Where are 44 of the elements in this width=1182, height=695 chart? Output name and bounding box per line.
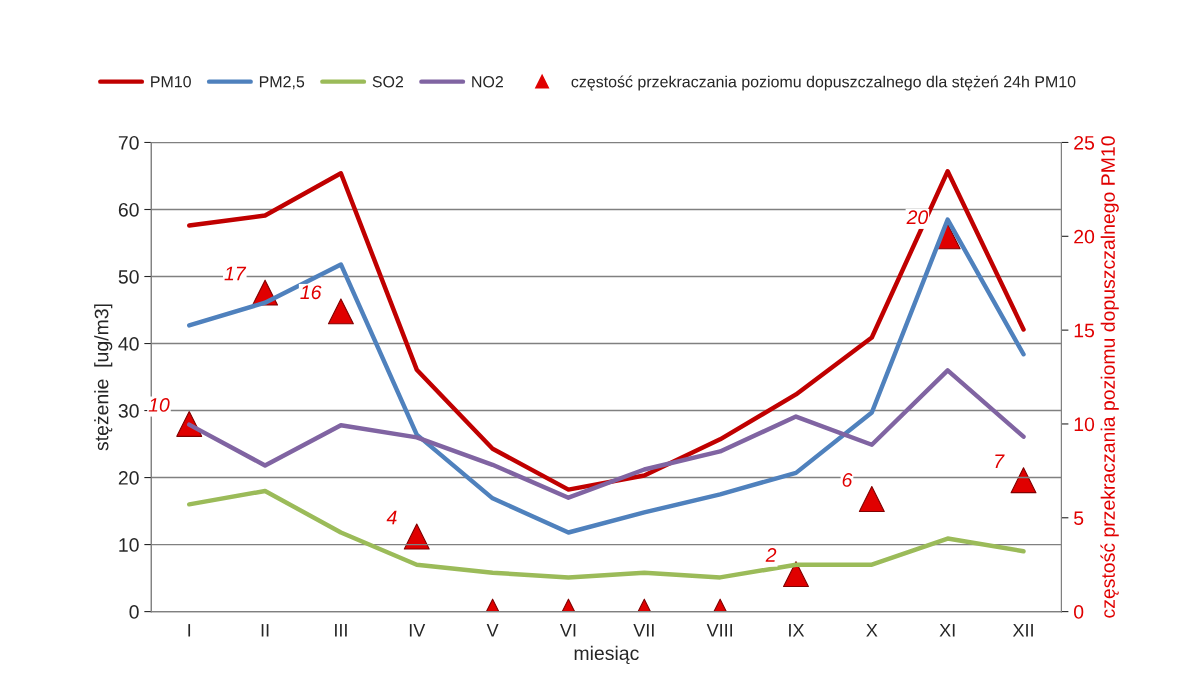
legend-label: SO2 <box>372 76 404 88</box>
x-tick-label: V <box>486 624 499 637</box>
y-tick-label: 50 <box>118 269 139 284</box>
y-axis-title: stężenie [ug/m3] <box>94 304 113 451</box>
y-tick-label: 30 <box>118 404 139 418</box>
x-tick-label: VII <box>633 624 654 637</box>
x-tick-label: IX <box>789 624 805 637</box>
data-label: 6 <box>842 473 853 487</box>
y2-tick-label: 5 <box>1074 511 1084 526</box>
line-series <box>187 169 1026 492</box>
y2-tick-label: 0 <box>1074 605 1084 619</box>
y-tick-label: 10 <box>119 538 139 552</box>
y2-tick-label: 15 <box>1074 323 1095 338</box>
y-tick-label: 70 <box>118 135 139 150</box>
y2-tick-label: 20 <box>1074 229 1095 244</box>
legend-label: częstość przekraczania poziomu dopuszczalnego dla stężeń 24h PM10 <box>571 75 1076 91</box>
y2-axis-title: częstość przekraczania poziomu dopuszczalnego PM10 <box>1100 136 1119 618</box>
data-label: 20 <box>906 210 929 225</box>
x-tick-label: II <box>261 624 269 637</box>
y2-tick-label: 25 <box>1074 135 1095 150</box>
y-tick-label: 60 <box>118 202 139 217</box>
data-label: 2 <box>765 548 777 562</box>
data-label: 7 <box>995 454 1005 468</box>
y2-tick-label: 10 <box>1074 417 1095 432</box>
x-tick-label: I <box>188 624 191 637</box>
x-tick-label: XI <box>939 624 955 637</box>
x-axis-title: miesiąc <box>574 645 639 664</box>
x-tick-label: VIII <box>706 624 733 637</box>
x-tick-label: VI <box>559 624 576 637</box>
line-series <box>187 488 1026 580</box>
x-tick-label: XII <box>1012 624 1033 637</box>
x-tick-label: IV <box>409 624 426 637</box>
y-tick-label: 20 <box>118 471 139 485</box>
data-label: 16 <box>300 285 322 300</box>
legend-label: NO2 <box>472 76 503 88</box>
y-tick-label: 0 <box>129 605 139 619</box>
legend-label: PM2,5 <box>259 76 305 90</box>
data-label: 10 <box>148 398 170 412</box>
legend-label: PM10 <box>151 76 191 88</box>
x-tick-label: III <box>335 624 347 637</box>
x-tick-label: X <box>866 624 878 637</box>
y-tick-label: 40 <box>118 337 139 351</box>
data-label: 4 <box>386 510 397 525</box>
data-label: 17 <box>224 266 247 281</box>
